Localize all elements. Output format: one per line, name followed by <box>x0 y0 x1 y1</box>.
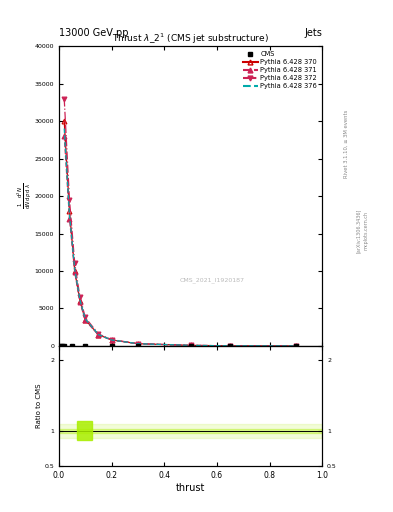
Y-axis label: Ratio to CMS: Ratio to CMS <box>35 383 42 428</box>
Title: Thrust $\lambda\_2^1$ (CMS jet substructure): Thrust $\lambda\_2^1$ (CMS jet substruct… <box>112 32 269 46</box>
FancyBboxPatch shape <box>77 421 92 440</box>
Text: [arXiv:1306.3436]: [arXiv:1306.3436] <box>356 208 361 252</box>
Text: CMS_2021_I1920187: CMS_2021_I1920187 <box>179 277 244 283</box>
Bar <box>59 429 322 433</box>
Text: mcplots.cern.ch: mcplots.cern.ch <box>364 211 369 250</box>
Bar <box>59 423 322 438</box>
X-axis label: thrust: thrust <box>176 482 205 493</box>
Text: Jets: Jets <box>305 28 322 38</box>
Legend: CMS, Pythia 6.428 370, Pythia 6.428 371, Pythia 6.428 372, Pythia 6.428 376: CMS, Pythia 6.428 370, Pythia 6.428 371,… <box>241 50 319 92</box>
Y-axis label: $\frac{1}{\mathrm{d}N} \frac{\mathrm{d}^2N}{\mathrm{d}\,p\,\mathrm{d}\,\lambda}$: $\frac{1}{\mathrm{d}N} \frac{\mathrm{d}^… <box>15 183 33 209</box>
Text: 13000 GeV pp: 13000 GeV pp <box>59 28 129 38</box>
Text: Rivet 3.1.10, ≥ 3M events: Rivet 3.1.10, ≥ 3M events <box>344 109 349 178</box>
